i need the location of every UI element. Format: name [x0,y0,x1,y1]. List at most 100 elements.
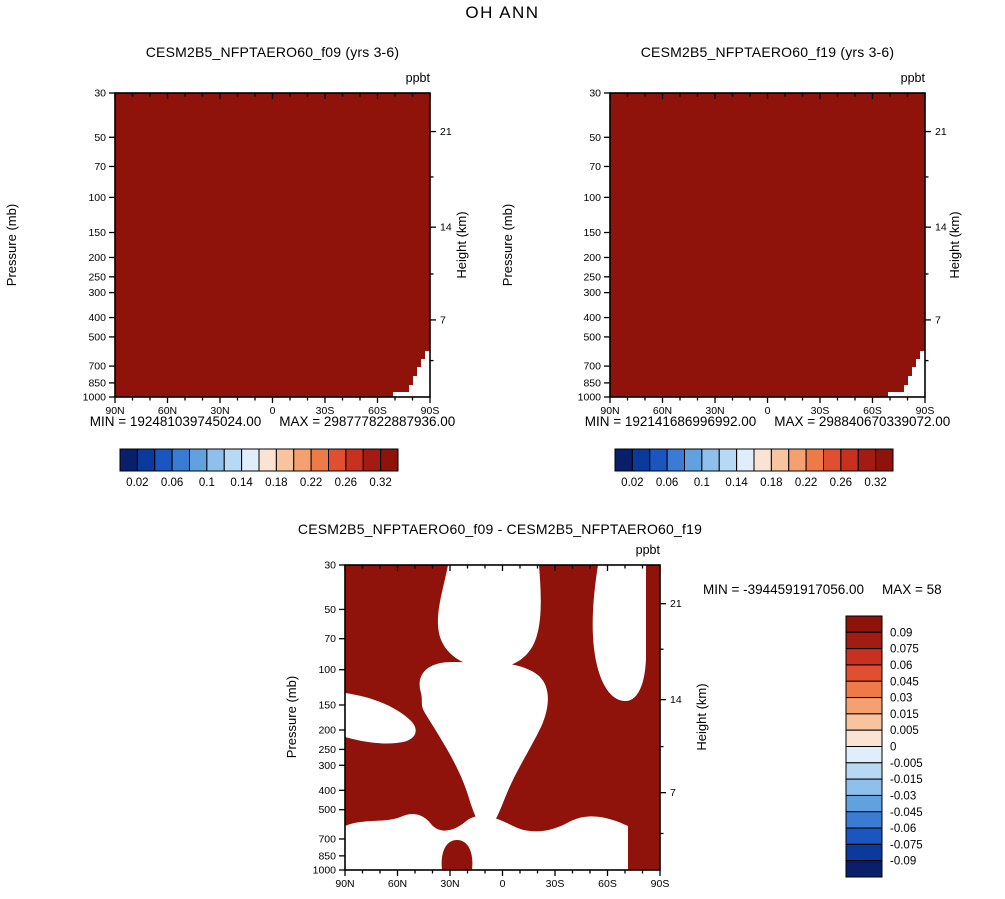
colorbar-box [684,448,703,472]
panel3-title: CESM2B5_NFPTAERO60_f09 - CESM2B5_NFPTAER… [297,521,703,537]
latitude-tick-label: 60S [863,405,882,417]
latitude-tick-label: 90S [651,878,670,890]
colorbar-box [770,448,790,472]
masked-region [888,392,904,397]
latitude-tick-label: 90N [335,878,354,890]
colorbar-tick-label: -0.09 [890,856,916,868]
latitude-tick-label: 90N [600,405,619,417]
colorbar: 0.09 0.075 0.06 0.045 0.03 0.015 0.005 0 -0.005 -… [845,615,923,878]
colorbar-box [614,448,633,472]
pressure-tick-label: 400 [88,312,106,324]
colorbar-box [241,448,260,472]
masked-region [419,661,548,828]
pressure-tick-label: 850 [88,377,106,389]
pressure-tick-label: 50 [324,604,336,616]
panel-1: 3050701001502002503004005007008501000211… [83,88,452,418]
colorbar-tick-label: 0.02 [621,477,643,489]
colorbar-box [845,664,883,682]
pressure-tick-label: 70 [324,633,336,645]
latitude-tick-label: 30N [440,878,459,890]
latitude-tick-label: 30S [316,405,335,417]
colorbar-box [845,762,883,780]
pressure-tick-label: 300 [583,287,601,299]
colorbar-box [805,448,824,472]
pressure-tick-label: 250 [88,271,106,283]
panel2-height-axis-label: Height (km) [947,211,962,279]
height-tick-label: 21 [935,126,947,138]
colorbar-tick-label: 0.06 [656,477,678,489]
colorbar-box [823,448,842,472]
pressure-tick-label: 250 [318,744,336,756]
colorbar-tick-label: 0.005 [890,725,919,737]
latitude-tick-label: 90S [916,405,935,417]
pressure-tick-label: 200 [318,725,336,737]
colorbar-tick-label: 0.06 [161,477,183,489]
colorbar-box [119,448,138,472]
panel1-height-axis-label: Height (km) [454,211,469,279]
colorbar-box [788,448,807,472]
colorbar-tick-label: 0.18 [265,477,287,489]
colorbar-tick-label: -0.005 [890,758,923,770]
pressure-tick-label: 100 [583,192,601,204]
colorbar-box [845,811,883,829]
colorbar-tick-label: 0.14 [230,477,253,489]
colorbar-box [154,448,173,472]
heatmap-area [345,565,660,870]
latitude-tick-label: 60N [158,405,177,417]
latitude-tick-label: 0 [270,405,276,417]
pressure-tick-label: 250 [583,271,601,283]
colorbar-box [845,827,883,845]
latitude-tick-label: 0 [500,878,506,890]
colorbar-box [845,860,883,878]
panel1-max-value: MAX = 298777822887936.00 [279,414,456,429]
panel1-minmax: MIN = 192481039745024.00 MAX = 2987778228… [32,414,513,429]
filled-region [441,840,473,870]
colorbar-tick-label: -0.06 [890,823,916,835]
panel2-pressure-axis-label: Pressure (mb) [500,203,515,287]
colorbar-box [845,648,883,666]
colorbar-box [362,448,382,472]
colorbar-tick-label: -0.075 [890,839,923,851]
colorbar-box [845,746,883,764]
colorbar-box [875,448,894,472]
masked-region [393,392,409,397]
colorbar-box [345,448,364,472]
latitude-tick-label: 60S [598,878,617,890]
pressure-tick-label: 850 [583,377,601,389]
pressure-tick-label: 70 [589,161,601,173]
colorbar: 0.02 0.06 0.1 0.14 0.18 0.22 0.26 0.32 [614,448,894,489]
colorbar-box [275,448,295,472]
colorbar-box [845,631,883,650]
pressure-tick-label: 30 [324,560,336,572]
height-tick-label: 14 [440,222,452,234]
heatmap-area [610,93,925,397]
pressure-tick-label: 200 [88,252,106,264]
panel2-units-label: ppbt [900,71,925,85]
pressure-tick-label: 150 [583,227,601,239]
colorbar-tick-label: 0.045 [890,676,919,688]
heatmap-fill [610,93,925,397]
panel2-min-value: MIN = 192141686996992.00 [584,414,757,429]
height-tick-label: 7 [440,314,446,326]
pressure-tick-label: 400 [583,312,601,324]
pressure-tick-label: 200 [583,252,601,264]
colorbar-box [631,448,651,472]
colorbar-tick-label: 0.22 [300,477,322,489]
pressure-tick-label: 30 [94,88,106,100]
panel2-minmax: MIN = 192141686996992.00 MAX = 2988406703… [527,414,1005,429]
colorbar-box [845,794,883,813]
heatmap-fill [115,93,430,397]
colorbar-tick-label: -0.045 [890,807,923,819]
height-tick-label: 14 [670,694,682,706]
pressure-tick-label: 100 [88,192,106,204]
colorbar-box [206,448,225,472]
masked-region [345,693,416,744]
colorbar-tick-label: 0.03 [890,693,912,705]
height-tick-label: 7 [935,314,941,326]
colorbar-box [840,448,859,472]
colorbar-box [649,448,668,472]
panel-3: 3050701001502002503004005007008501000211… [313,560,682,891]
latitude-tick-label: 30S [811,405,830,417]
colorbar-box [718,448,738,472]
pressure-tick-label: 500 [583,331,601,343]
